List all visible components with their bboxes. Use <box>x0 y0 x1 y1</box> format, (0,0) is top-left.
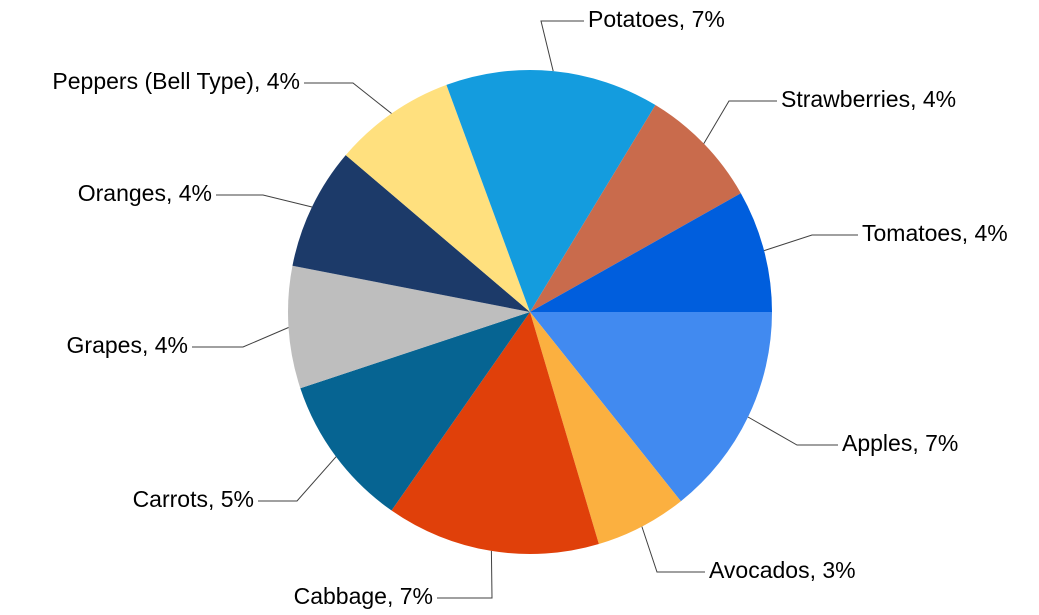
leader-line <box>437 550 493 599</box>
pie-slice-potatoes <box>446 70 656 312</box>
slice-label: Tomatoes, 4% <box>862 220 1008 246</box>
leader-lines <box>192 20 858 599</box>
slice-label: Peppers (Bell Type), 4% <box>52 68 300 94</box>
pie-slice-peppers-bell-type <box>345 84 530 312</box>
leader-line <box>747 416 838 446</box>
leader-line <box>641 526 705 573</box>
slice-label: Strawberries, 4% <box>781 86 956 112</box>
slice-label: Carrots, 5% <box>133 486 254 512</box>
pie-slice-carrots <box>300 312 530 511</box>
slice-label: Oranges, 4% <box>78 180 212 206</box>
pie-slice-strawberries <box>530 105 741 312</box>
leader-line <box>192 327 289 348</box>
slice-label: Cabbage, 7% <box>294 583 433 609</box>
pie-slice-tomatoes <box>530 193 772 312</box>
pie-slice-oranges <box>292 155 530 312</box>
slice-label: Grapes, 4% <box>67 332 188 358</box>
pie-slice-grapes <box>287 265 530 389</box>
slice-labels: Apples, 7% Avocados, 3% Cabbage, 7% Carrots… <box>52 6 1007 609</box>
leader-line <box>540 20 584 72</box>
leader-line <box>703 100 777 144</box>
pie-slices <box>287 70 772 555</box>
leader-line <box>304 82 392 114</box>
leader-line <box>763 234 858 252</box>
leader-line <box>216 194 313 208</box>
slice-label: Avocados, 3% <box>709 557 856 583</box>
pie-slice-avocados <box>530 312 681 544</box>
pie-slice-apples <box>530 312 772 502</box>
slice-label: Apples, 7% <box>842 430 958 456</box>
slice-label: Potatoes, 7% <box>588 6 725 32</box>
leader-line <box>258 456 337 502</box>
pie-slice-cabbage <box>391 312 599 555</box>
